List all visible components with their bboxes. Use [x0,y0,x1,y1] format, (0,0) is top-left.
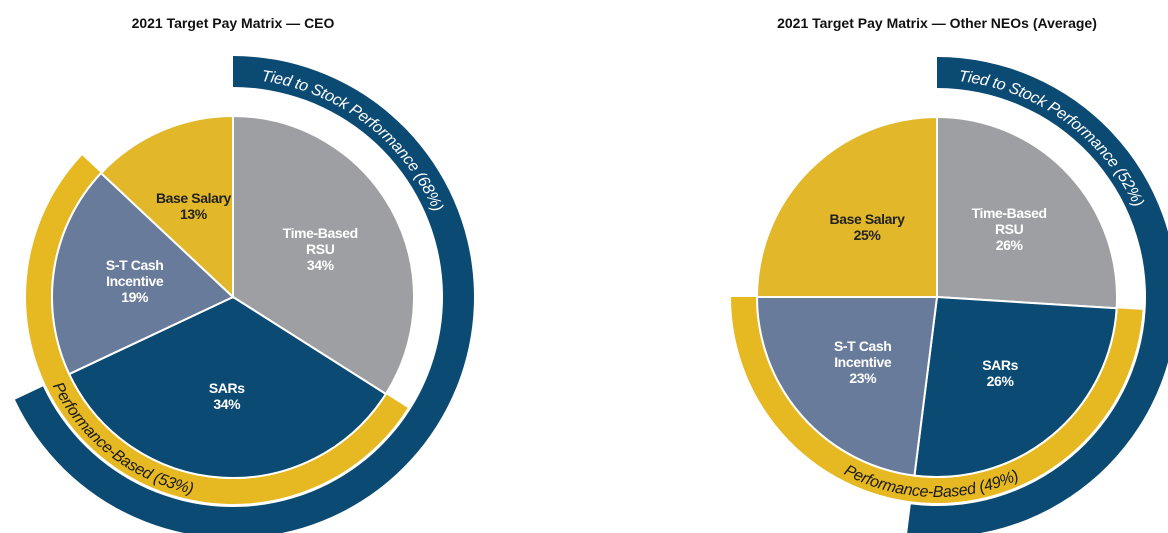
slice-name: S-T Cash Incentive [833,338,892,371]
slice-name: Base Salary [155,189,231,206]
slice-label: SARs 34% [189,380,265,412]
chart-title: 2021 Target Pay Matrix — Other NEOs (Ave… [777,15,1097,31]
slice [755,115,938,298]
slice-name: Base Salary [829,210,905,227]
slice-name: S-T Cash Incentive [105,257,164,290]
slice-name: SARs [208,380,245,397]
slice-value: 26% [995,237,1023,254]
slice [99,114,234,300]
slice-value: 34% [213,396,241,413]
chart-title: 2021 Target Pay Matrix — CEO [132,15,335,31]
slice-value: 34% [306,257,334,274]
slice [51,171,235,376]
slice-value: 26% [986,373,1014,390]
slice-label: Time-Based RSU 34% [282,225,359,274]
slice [232,114,415,396]
slice-label: Time-Based RSU 26% [971,205,1048,254]
slice-label: S-T Cash Incentive 23% [825,338,901,386]
slice-value: 25% [853,226,881,243]
slice-value: 13% [180,205,207,222]
slice-name: SARs [982,357,1018,374]
slice [936,115,1118,310]
slice-value: 19% [121,289,149,306]
slice-label: Base Salary 13% [155,190,231,222]
slice [913,295,1118,478]
slice-value: 23% [849,370,877,387]
slice-label: Base Salary 25% [829,211,905,243]
slice-name: Time-Based RSU [971,205,1048,238]
slice-name: Time-Based RSU [282,225,359,258]
slice-label: SARs 26% [962,357,1038,389]
slice-label: S-T Cash Incentive 19% [97,257,173,305]
slice [755,296,939,477]
slice [67,295,388,479]
band [25,155,408,505]
band [731,297,1143,503]
